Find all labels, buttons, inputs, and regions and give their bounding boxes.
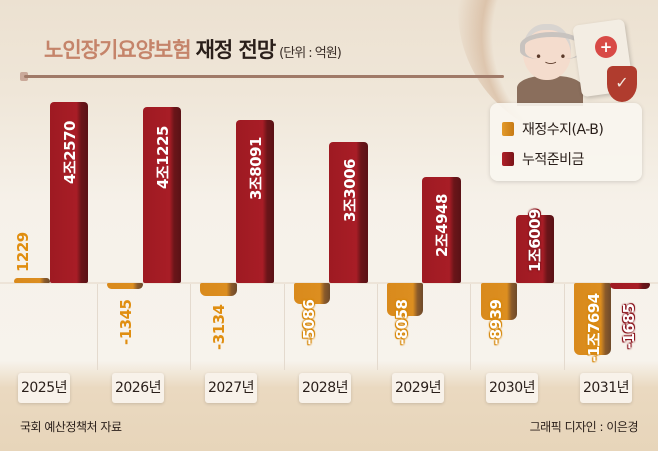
bar-balance-2029 <box>387 283 423 316</box>
title-unit: (단위 : 억원) <box>279 46 342 61</box>
bar-reserve-2025 <box>50 102 88 283</box>
legend-swatch-red <box>502 152 514 166</box>
column-divider <box>377 284 378 370</box>
bar-reserve-2031 <box>610 283 650 289</box>
bar-balance-2027 <box>200 283 237 296</box>
chart-title: 노인장기요양보험 재정 전망 (단위 : 억원) <box>44 34 342 64</box>
bar-balance-2025 <box>14 278 50 283</box>
year-label-2029: 2029년 <box>392 373 444 403</box>
label-balance-2027: -3134 <box>210 304 228 350</box>
year-label-2030: 2030년 <box>486 373 538 403</box>
medical-cross-icon: + <box>595 36 617 58</box>
label-reserve-2025: 4조2570 <box>61 121 79 184</box>
title-rule <box>24 75 504 78</box>
column-divider <box>470 284 471 370</box>
label-balance-2031: -1조7694 <box>585 293 603 362</box>
column-divider <box>190 284 191 370</box>
bar-balance-2031 <box>574 283 611 355</box>
bar-reserve-2028 <box>329 142 368 283</box>
elderly-man-icon <box>520 24 584 80</box>
label-reserve-2031: -1685 <box>620 303 638 349</box>
column-divider <box>284 284 285 370</box>
bar-balance-2030 <box>481 283 517 320</box>
legend: 재정수지(A-B) 누적준비금 <box>490 103 642 181</box>
shield-check-icon: ✓ <box>607 66 637 102</box>
label-balance-2030: -8939 <box>487 299 505 345</box>
bar-reserve-2030 <box>516 215 554 283</box>
title-sub: 재정 전망 <box>195 38 277 62</box>
legend-item-reserve: 누적준비금 <box>502 149 584 169</box>
year-label-2028: 2028년 <box>299 373 351 403</box>
column-divider <box>97 284 98 370</box>
column-divider <box>564 284 565 370</box>
label-balance-2025: 1229 <box>14 232 32 272</box>
year-label-2031: 2031년 <box>580 373 632 403</box>
face-icon: • ‿ • <box>535 50 567 64</box>
year-label-2027: 2027년 <box>205 373 257 403</box>
label-reserve-2029: 2조4948 <box>433 194 451 257</box>
legend-item-balance: 재정수지(A-B) <box>502 119 604 139</box>
label-balance-2029: -8058 <box>393 299 411 345</box>
legend-label: 재정수지(A-B) <box>522 122 604 138</box>
bar-reserve-2029 <box>422 177 461 283</box>
elderly-insurance-illustration: • ‿ • + ✓ <box>515 14 645 109</box>
label-balance-2028: -5086 <box>300 299 318 345</box>
label-reserve-2030: 1조6009 <box>526 209 544 272</box>
bar-reserve-2026 <box>143 107 181 283</box>
label-reserve-2027: 3조8091 <box>247 137 265 200</box>
graphic-credit: 그래픽 디자인 : 이은경 <box>529 420 639 434</box>
label-balance-2026: -1345 <box>117 299 135 345</box>
elderly-body-icon <box>517 76 583 106</box>
bar-reserve-2027 <box>236 120 274 283</box>
title-main: 노인장기요양보험 <box>44 38 192 62</box>
label-reserve-2028: 3조3006 <box>341 159 359 222</box>
source-note: 국회 예산정책처 자료 <box>20 420 122 434</box>
year-label-2026: 2026년 <box>112 373 164 403</box>
legend-swatch-orange <box>502 122 514 136</box>
bar-balance-2028 <box>294 283 330 304</box>
legend-label: 누적준비금 <box>522 152 584 168</box>
label-reserve-2026: 4조1225 <box>154 126 172 189</box>
year-label-2025: 2025년 <box>18 373 70 403</box>
bar-balance-2026 <box>107 283 143 289</box>
